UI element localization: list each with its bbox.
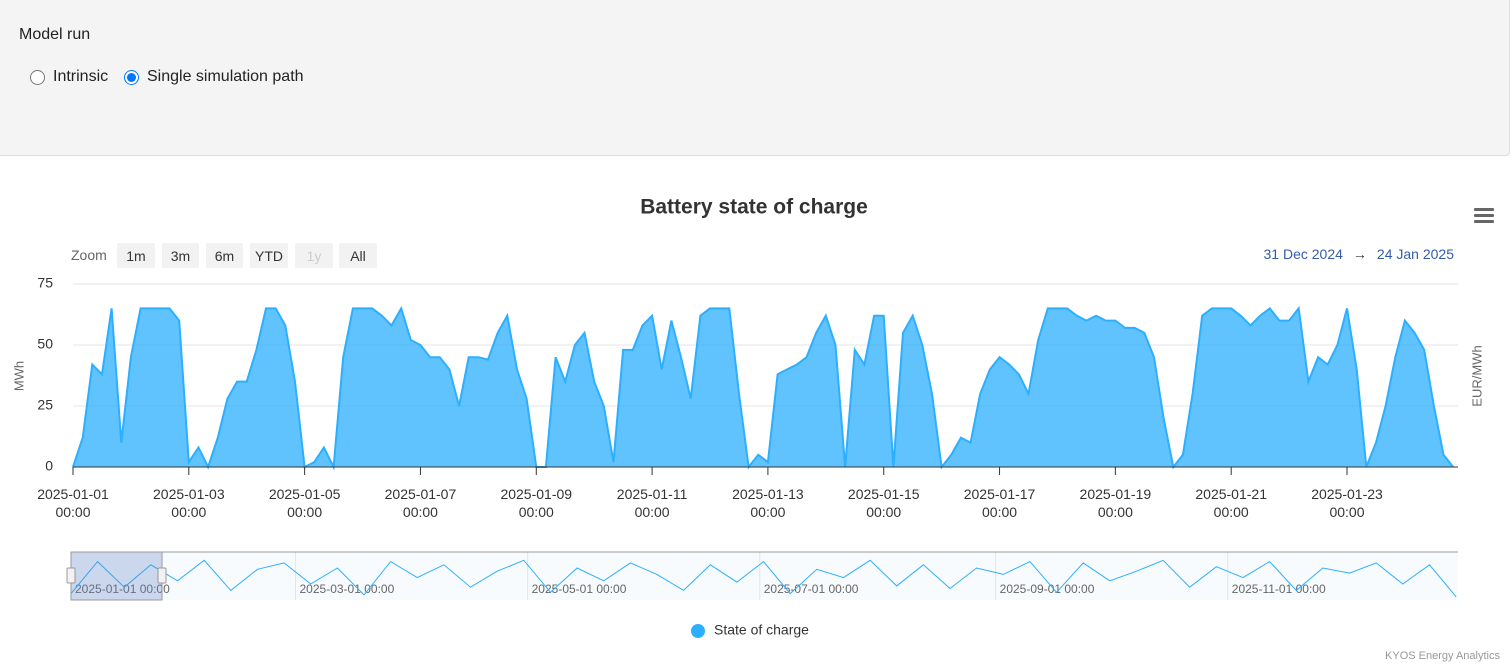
zoom-button[interactable]: 6m (206, 243, 243, 268)
zoom-label: Zoom (71, 247, 107, 263)
legend-item[interactable]: State of charge (691, 622, 809, 638)
radio-button[interactable] (30, 69, 45, 85)
radio-option[interactable]: Single simulation path (124, 68, 304, 86)
zoom-button[interactable]: 3m (162, 243, 199, 268)
zoom-button: 1y (295, 243, 333, 268)
x-tick-label: 2025-01-19 00:00 (1079, 486, 1152, 520)
navigator-selection[interactable] (70, 551, 163, 601)
x-tick-label: 2025-01-15 00:00 (847, 486, 920, 520)
legend-label: State of charge (714, 622, 809, 638)
zoom-button[interactable]: YTD (250, 243, 288, 268)
x-tick-label: 2025-01-11 00:00 (616, 486, 688, 520)
legend-symbol (691, 624, 705, 638)
radio-label: Single simulation path (147, 68, 304, 85)
x-tick-label: 2025-01-05 00:00 (268, 486, 341, 520)
chart-title: Battery state of charge (640, 196, 868, 219)
radio-label: Intrinsic (53, 68, 109, 85)
radio-button[interactable] (124, 69, 139, 85)
navigator-tick-label: 2025-09-01 00:00 (1000, 582, 1095, 596)
range-display: 31 Dec 2024 → 24 Jan 2025 (1264, 246, 1454, 262)
x-tick-label: 2025-01-09 00:00 (500, 486, 573, 520)
range-to: 24 Jan 2025 (1376, 246, 1454, 262)
range-arrow: → (1352, 246, 1367, 262)
navigator-tick-label: 2025-05-01 00:00 (532, 582, 627, 596)
navigator-tick-label: 2025-11-01 00:00 (1232, 582, 1326, 596)
x-tick-label: 2025-01-07 00:00 (384, 486, 457, 520)
x-tick-label: 2025-01-23 00:00 (1311, 486, 1383, 520)
y-tick-label: 50 (37, 336, 53, 352)
area-fill (73, 308, 1454, 467)
x-tick-label: 2025-01-21 00:00 (1195, 486, 1267, 520)
control-panel: Model run Intrinsic Single simulation pat… (0, 0, 1510, 156)
navigator-handle[interactable] (157, 567, 167, 584)
navigator-tick-label: 2025-01-01 00:00 (75, 582, 170, 596)
range-from: 31 Dec 2024 (1263, 246, 1343, 262)
y-tick-label: 25 (37, 397, 53, 413)
x-tick-label: 2025-01-03 00:00 (153, 486, 225, 520)
navigator-line (70, 559, 1457, 598)
credits: KYOS Energy Analytics (1385, 650, 1500, 662)
y-axis-title: MWh (11, 361, 26, 391)
zoom-button[interactable]: 1m (117, 243, 155, 268)
series-line (72, 305, 1454, 471)
navigator-tick-label: 2025-07-01 00:00 (764, 582, 859, 596)
panel-title: Model run (19, 26, 91, 43)
navigator-handle[interactable] (66, 567, 76, 584)
y-tick-label: 0 (45, 458, 53, 474)
menu-icon[interactable] (1474, 208, 1494, 223)
x-tick-label: 2025-01-01 00:00 (37, 486, 109, 520)
y-tick-label: 75 (37, 275, 53, 291)
navigator-background (71, 552, 1458, 600)
x-tick-label: 2025-01-13 00:00 (732, 486, 804, 520)
radio-option[interactable]: Intrinsic (30, 68, 108, 86)
navigator-tick-label: 2025-03-01 00:00 (300, 582, 395, 596)
zoom-button[interactable]: All (339, 243, 377, 268)
y2-axis-title: EUR/MWh (1469, 345, 1484, 406)
x-tick-label: 2025-01-17 00:00 (963, 486, 1036, 520)
